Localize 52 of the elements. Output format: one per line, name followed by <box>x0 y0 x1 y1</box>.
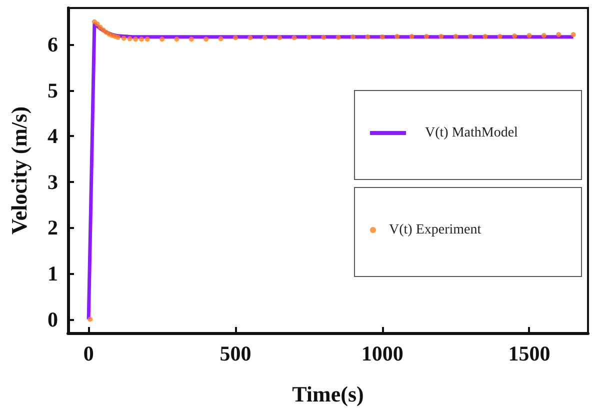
point <box>438 34 444 39</box>
point <box>409 34 414 39</box>
point <box>512 33 518 38</box>
y-tick-label: 1 <box>48 261 58 286</box>
y-tick-label: 3 <box>48 170 58 194</box>
y-tick-label: 6 <box>48 32 58 57</box>
x-tick-label: 0 <box>83 342 94 366</box>
y-tick-label: 4 <box>48 124 58 148</box>
y-tick-label: 0 <box>48 307 58 332</box>
point <box>115 34 120 40</box>
point <box>248 35 253 40</box>
point <box>232 35 238 40</box>
point <box>570 32 576 38</box>
x-tick-label: 1500 <box>508 342 550 366</box>
point <box>541 32 546 38</box>
point <box>262 35 268 40</box>
point <box>94 22 100 27</box>
point <box>453 34 458 39</box>
x-tick-label: 500 <box>220 342 252 366</box>
point <box>127 36 132 42</box>
point <box>424 34 429 39</box>
point <box>380 34 385 40</box>
point <box>321 34 326 40</box>
point <box>556 32 562 38</box>
point <box>482 34 488 39</box>
y-tick-label: 2 <box>48 216 58 240</box>
y-tick-label: 5 <box>48 78 58 102</box>
point <box>497 34 502 39</box>
point <box>394 34 400 39</box>
point <box>468 34 473 39</box>
x-tick-label: 1000 <box>361 342 404 366</box>
legend-label: V(t) MathModel <box>425 126 518 140</box>
point <box>188 36 194 42</box>
y-axis-title: Velocity (m/s) <box>6 106 32 235</box>
point <box>144 36 150 42</box>
point <box>204 36 209 42</box>
legend-label: V(t) Experiment <box>389 222 482 238</box>
point <box>336 34 341 40</box>
point <box>160 36 165 42</box>
x-axis-title: Time(s) <box>292 382 364 406</box>
point <box>138 36 144 42</box>
point <box>133 36 138 42</box>
point <box>174 36 180 42</box>
point <box>292 35 297 40</box>
point <box>88 316 93 322</box>
point <box>365 34 370 40</box>
point <box>526 32 532 38</box>
point <box>218 36 224 42</box>
point <box>306 34 312 40</box>
point <box>350 34 356 40</box>
point <box>277 35 282 40</box>
point <box>121 36 126 41</box>
